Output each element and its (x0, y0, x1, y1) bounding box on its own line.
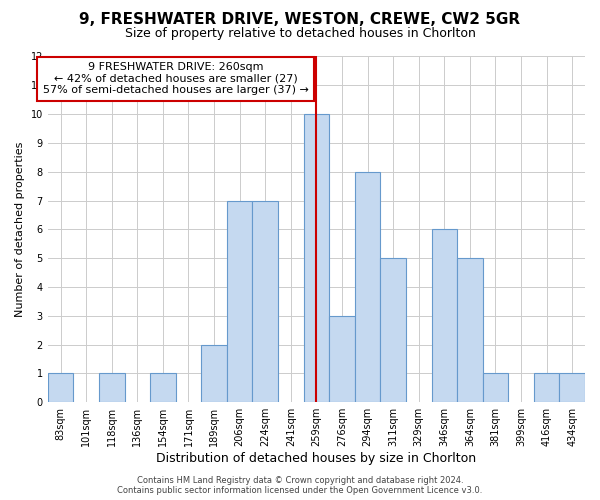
Y-axis label: Number of detached properties: Number of detached properties (15, 142, 25, 317)
Bar (304, 114, 329, 402)
Text: Size of property relative to detached houses in Chorlton: Size of property relative to detached ho… (125, 28, 475, 40)
Bar (380, 258, 406, 402)
Bar (150, 374, 176, 402)
Bar (48, 374, 73, 402)
Bar (355, 172, 380, 402)
Bar (253, 200, 278, 402)
Text: 9 FRESHWATER DRIVE: 260sqm
← 42% of detached houses are smaller (27)
57% of semi: 9 FRESHWATER DRIVE: 260sqm ← 42% of deta… (43, 62, 308, 96)
Bar (431, 230, 457, 402)
Bar (201, 344, 227, 402)
Text: Contains HM Land Registry data © Crown copyright and database right 2024.
Contai: Contains HM Land Registry data © Crown c… (118, 476, 482, 495)
Bar (329, 316, 355, 402)
Bar (559, 374, 585, 402)
Bar (457, 258, 482, 402)
X-axis label: Distribution of detached houses by size in Chorlton: Distribution of detached houses by size … (157, 452, 476, 465)
Bar (99, 374, 125, 402)
Bar (227, 200, 253, 402)
Bar (482, 374, 508, 402)
Text: 9, FRESHWATER DRIVE, WESTON, CREWE, CW2 5GR: 9, FRESHWATER DRIVE, WESTON, CREWE, CW2 … (79, 12, 521, 28)
Bar (534, 374, 559, 402)
